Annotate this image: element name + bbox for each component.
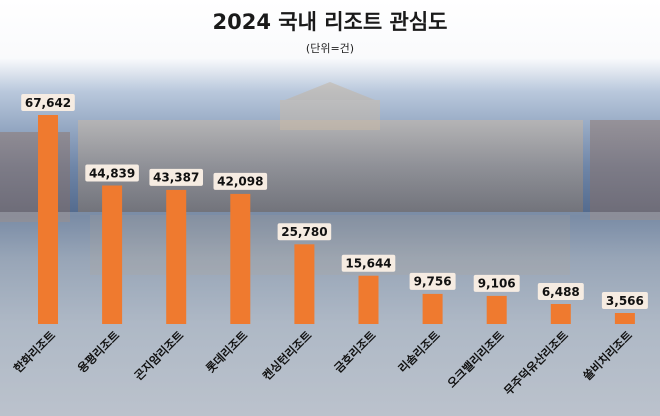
bar-4 (230, 193, 251, 324)
value-label-10: 3,566 (606, 294, 644, 308)
value-label-box-7 (409, 272, 456, 290)
bar-7 (422, 293, 443, 324)
chart-subtitle: (단위=건) (306, 42, 354, 55)
value-label-box-2 (85, 164, 139, 182)
value-label-box-6 (341, 254, 396, 272)
value-label-3: 43,387 (153, 171, 199, 185)
bar-8 (486, 295, 507, 324)
value-label-8: 9,106 (478, 277, 516, 291)
value-label-box-9 (537, 283, 584, 300)
value-label-6: 15,644 (345, 257, 391, 271)
value-label-box-5 (277, 223, 332, 241)
value-label-7: 9,756 (414, 275, 452, 289)
chart-title: 2024 국내 리조트 관심도 (213, 10, 448, 34)
value-label-box-1 (21, 94, 75, 111)
bar-1 (38, 115, 58, 324)
value-label-5: 25,780 (281, 225, 327, 239)
value-label-2: 44,839 (89, 166, 135, 180)
bar-9 (550, 304, 571, 324)
value-label-1: 67,642 (25, 96, 71, 110)
value-label-box-4 (213, 172, 268, 190)
value-label-box-10 (601, 292, 648, 309)
value-label-9: 6,488 (542, 285, 580, 299)
value-label-4: 42,098 (217, 175, 263, 189)
bar-10 (614, 313, 635, 324)
bar-6 (358, 275, 379, 324)
value-label-box-3 (149, 168, 203, 186)
value-label-box-8 (473, 274, 520, 292)
bar-2 (102, 185, 123, 324)
bar-5 (294, 244, 315, 324)
bar-3 (166, 189, 187, 324)
